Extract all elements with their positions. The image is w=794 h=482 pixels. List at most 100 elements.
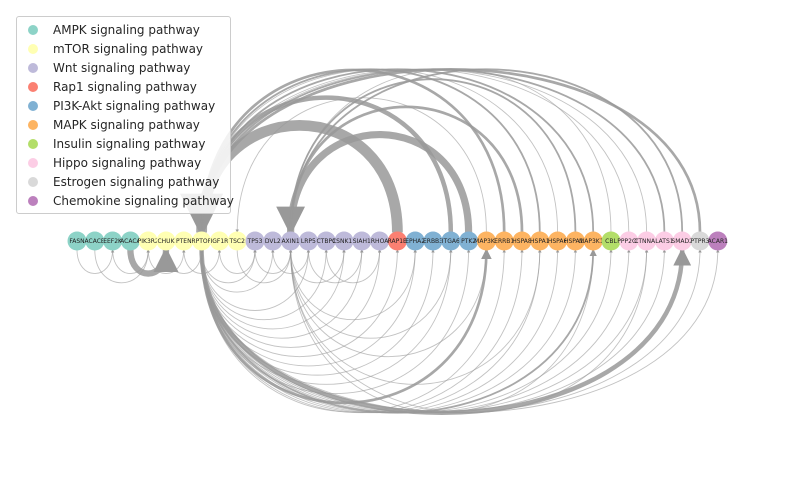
node: HSPA1 bbox=[530, 231, 550, 251]
legend-label: Rap1 signaling pathway bbox=[53, 79, 197, 94]
node-label: RPTOR bbox=[191, 238, 211, 245]
node: HSPA8 bbox=[512, 231, 532, 251]
node: CBL bbox=[601, 231, 621, 251]
edge-arc bbox=[288, 68, 612, 233]
edge-arc bbox=[236, 249, 293, 284]
node-label: SMAD2 bbox=[671, 238, 693, 245]
node-circle bbox=[156, 231, 176, 251]
node: CHUK bbox=[156, 231, 176, 251]
node: PTPR3 bbox=[690, 231, 710, 251]
legend-item-pi3k-akt: PI3K-Akt signaling pathway bbox=[17, 96, 230, 115]
legend-label: AMPK signaling pathway bbox=[53, 22, 200, 37]
node-label: EPHA2 bbox=[405, 238, 425, 245]
node-circle bbox=[512, 231, 532, 251]
node: RHOA bbox=[370, 231, 389, 251]
node-circle bbox=[334, 231, 354, 251]
legend-swatch bbox=[28, 138, 38, 149]
legend-swatch bbox=[28, 81, 38, 92]
node-circle bbox=[174, 231, 194, 251]
node-circle bbox=[530, 231, 550, 251]
node: SIAH1 bbox=[352, 231, 372, 251]
node: PTK2 bbox=[459, 231, 479, 251]
node-circle bbox=[405, 231, 425, 251]
node-label: PIK3R2 bbox=[138, 238, 159, 245]
node: EEF2K bbox=[103, 231, 123, 251]
node: ACACB bbox=[85, 231, 106, 251]
node-label: HSPA1 bbox=[530, 238, 550, 245]
edge-arc bbox=[147, 249, 186, 275]
node-circle bbox=[138, 231, 158, 251]
node: ACAR1 bbox=[708, 231, 728, 251]
node-circle bbox=[494, 231, 514, 251]
node-label: IGF1R bbox=[210, 238, 228, 245]
legend-swatch bbox=[28, 100, 38, 111]
node-label: LATS1 bbox=[655, 238, 674, 245]
legend-label: Chemokine signaling pathway bbox=[53, 193, 234, 208]
node-label: CSNK1E bbox=[332, 238, 356, 245]
node-circle bbox=[708, 231, 728, 251]
node-label: MAP3K11 bbox=[579, 238, 607, 245]
node-circle bbox=[120, 231, 140, 251]
node-circle bbox=[352, 231, 372, 251]
legend-label: PI3K-Akt signaling pathway bbox=[53, 98, 216, 113]
edge-arc bbox=[112, 249, 150, 275]
node-circle bbox=[583, 231, 603, 251]
node-circle bbox=[637, 231, 657, 251]
node-label: EEF2K bbox=[103, 238, 123, 245]
node-label: ITGA6 bbox=[442, 238, 460, 245]
node: DVL2 bbox=[263, 231, 283, 251]
edge-arc bbox=[201, 249, 631, 414]
node: CTBP1 bbox=[316, 231, 336, 251]
node-label: PTK2 bbox=[461, 238, 476, 245]
edge-arc bbox=[201, 249, 400, 358]
edge-arc bbox=[196, 68, 506, 234]
node-label: ERRB1 bbox=[494, 238, 514, 245]
legend-item-mapk: MAPK signaling pathway bbox=[17, 115, 230, 134]
node: PPP2CB bbox=[617, 231, 640, 251]
node-label: ACACB bbox=[85, 238, 106, 245]
node-label: ERBB3 bbox=[423, 238, 443, 245]
legend-item-chemokine: Chemokine signaling pathway bbox=[17, 191, 234, 210]
node: ITGA6 bbox=[441, 231, 461, 251]
node: RAP1B bbox=[388, 231, 407, 251]
node-label: CTBP1 bbox=[316, 238, 336, 245]
edge-arc bbox=[127, 246, 179, 277]
edge-arc bbox=[290, 249, 346, 284]
node-circle bbox=[476, 231, 496, 251]
node-label: TSC2 bbox=[228, 238, 245, 245]
legend-item-wnt: Wnt signaling pathway bbox=[17, 58, 230, 77]
edge-arc bbox=[290, 249, 489, 358]
node-circle bbox=[441, 231, 461, 251]
edge-arc bbox=[201, 249, 346, 330]
legend-label: Estrogen signaling pathway bbox=[53, 174, 220, 189]
legend-item-insulin: Insulin signaling pathway bbox=[17, 134, 230, 153]
node-circle bbox=[690, 231, 710, 251]
edge-arc bbox=[201, 249, 417, 367]
node-label: TP53 bbox=[247, 238, 263, 245]
node: ACACA bbox=[120, 231, 142, 251]
node-label: CHUK bbox=[157, 238, 175, 245]
legend-label: Wnt signaling pathway bbox=[53, 60, 191, 75]
node-label: CBL bbox=[605, 238, 617, 245]
edge-arc bbox=[201, 249, 311, 311]
legend-label: MAPK signaling pathway bbox=[53, 117, 200, 132]
legend-swatch bbox=[28, 157, 38, 168]
legend-swatch bbox=[28, 43, 38, 54]
node: MAP3K2 bbox=[474, 231, 499, 251]
node-label: LRP5 bbox=[301, 238, 316, 245]
node-label: SIAH1 bbox=[353, 238, 371, 245]
legend-swatch bbox=[28, 119, 38, 130]
node-circle bbox=[227, 231, 247, 251]
legend-swatch bbox=[28, 176, 38, 187]
node: MAP3K11 bbox=[579, 231, 608, 251]
node: PTEN bbox=[174, 231, 194, 251]
legend-label: Insulin signaling pathway bbox=[53, 136, 206, 151]
node: HSPA1L bbox=[564, 231, 587, 251]
legend-item-mtor: mTOR signaling pathway bbox=[17, 39, 230, 58]
node: LATS1 bbox=[654, 231, 674, 251]
edge-arc bbox=[276, 131, 473, 236]
node-circle bbox=[67, 231, 87, 251]
node-circle bbox=[263, 231, 283, 251]
node: TP53 bbox=[245, 231, 265, 251]
